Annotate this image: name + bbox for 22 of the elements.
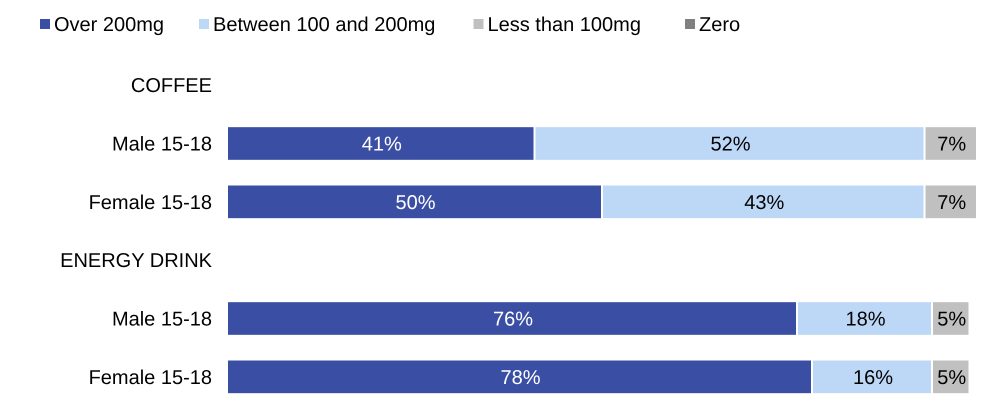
legend-label: Zero [699,14,740,36]
data-label: 43% [744,192,784,214]
y-tick-label: Male 15-18 [112,134,212,156]
data-label: 50% [395,192,436,214]
y-tick-label: Female 15-18 [88,366,212,389]
data-label: 5% [937,366,966,389]
data-label: 16% [852,366,894,389]
data-label: 18% [845,308,886,330]
data-label: 76% [492,308,534,330]
legend-label: Over 200mg [54,14,164,36]
data-label: 52% [710,134,751,156]
y-tick-label: COFFEE [130,75,212,98]
data-label: 7% [937,134,966,156]
y-tick-label: Female 15-18 [88,192,212,214]
data-label: 78% [500,366,541,389]
data-label: 7% [937,192,966,214]
data-label: 5% [937,308,966,330]
legend-label: Less than 100mg [488,14,641,36]
data-label: 41% [362,134,402,156]
y-tick-label: ENERGY DRINK [60,250,213,272]
legend-label: Between 100 and 200mg [213,14,436,36]
y-tick-label: Male 15-18 [112,308,212,330]
